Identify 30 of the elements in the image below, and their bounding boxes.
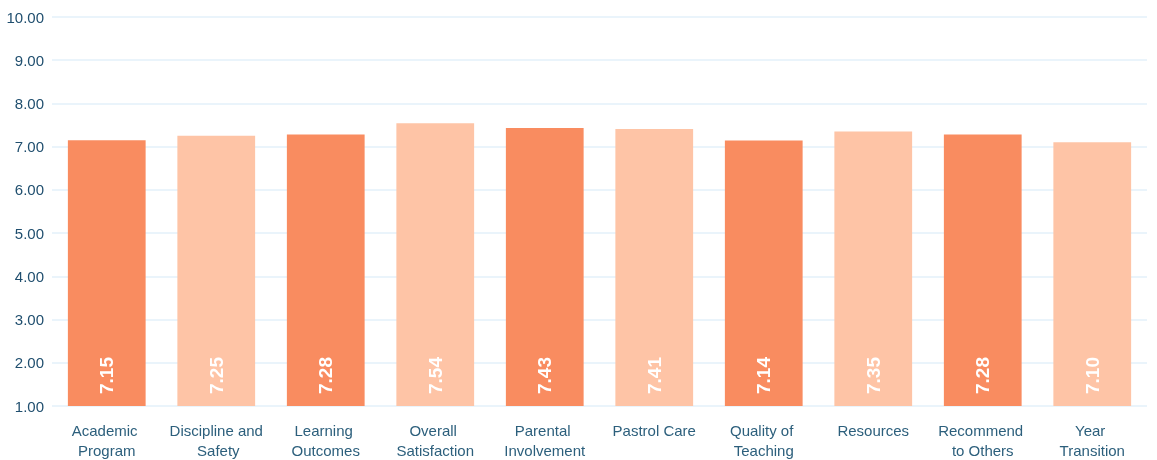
y-tick-label: 6.00 [14,181,44,199]
y-tick-label: 4.00 [14,267,44,285]
y-tick-label: 1.00 [14,397,44,415]
x-tick-label: Parental Involvement [504,421,587,459]
data-label: 7.35 [862,356,884,394]
y-tick-label: 3.00 [14,311,44,329]
y-tick-label: 9.00 [14,51,44,69]
data-label: 7.15 [96,356,118,394]
x-tick-label: Learning Outcomes [291,421,360,459]
y-tick-label: 5.00 [14,224,44,242]
y-tick-label: 7.00 [14,138,44,156]
y-tick-label: 10.00 [6,8,44,26]
data-label: 7.43 [534,357,556,394]
data-label: 7.41 [643,356,665,394]
data-label: 7.10 [1081,357,1103,394]
data-label: 7.54 [424,356,446,394]
x-tick-label: Quality of Teaching [729,421,798,459]
data-label: 7.28 [315,357,337,394]
data-label: 7.25 [205,356,227,394]
x-tick-label: Overall Satisfaction [396,421,475,459]
x-tick-label: Resources [837,421,910,439]
data-label: 7.28 [972,357,994,394]
y-tick-label: 2.00 [14,354,44,372]
y-tick-label: 8.00 [14,94,44,112]
x-tick-label: Pastrol Care [612,421,696,439]
x-tick-label: Academic Program [71,421,142,459]
x-tick-label: Year Transition [1059,421,1125,459]
x-tick-label: Recommend to Others [938,421,1028,459]
x-tick-label: Discipline and Safety [169,421,263,459]
data-label: 7.14 [753,356,775,394]
